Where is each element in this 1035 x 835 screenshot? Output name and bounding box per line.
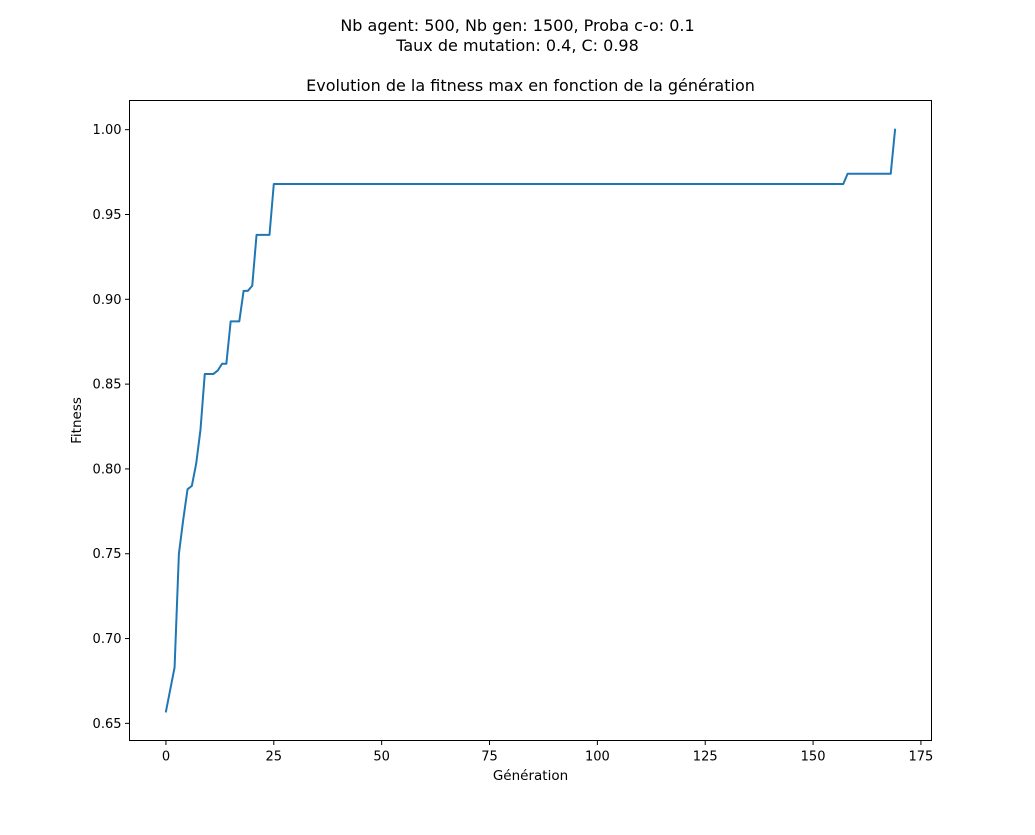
x-axis: 0 25 50 75 100 125 150 175 (162, 740, 934, 765)
x-tick-label: 100 (585, 750, 610, 765)
x-tick-label: 0 (162, 750, 170, 765)
y-tick-label: 0.85 (93, 378, 122, 393)
y-axis-label: Fitness (69, 397, 85, 444)
x-tick-label: 75 (481, 750, 498, 765)
series-line-0 (164, 128, 897, 713)
x-tick-label: 175 (909, 750, 934, 765)
y-axis: 0.65 0.70 0.75 0.80 0.85 0.90 0.95 1.00 (93, 123, 130, 732)
plot-marks (164, 128, 897, 713)
plot-frame (129, 100, 932, 741)
y-tick-label: 1.00 (93, 123, 122, 138)
x-tick-label: 125 (693, 750, 718, 765)
y-tick-label: 0.95 (93, 208, 122, 223)
chart-title: Evolution de la fitness max en fonction … (306, 76, 755, 95)
y-tick-label: 0.70 (93, 632, 122, 647)
x-tick-label: 25 (266, 750, 283, 765)
y-tick-label: 0.75 (93, 547, 122, 562)
y-tick-label: 0.80 (93, 462, 122, 477)
y-tick-label: 0.65 (93, 717, 122, 732)
y-tick-label: 0.90 (93, 293, 122, 308)
x-tick-label: 50 (373, 750, 390, 765)
x-tick-label: 150 (801, 750, 826, 765)
x-axis-label: Génération (493, 768, 568, 784)
suptitle-line-1: Nb agent: 500, Nb gen: 1500, Proba c-o: … (340, 16, 694, 35)
suptitle-line-2: Taux de mutation: 0.4, C: 0.98 (395, 36, 639, 55)
